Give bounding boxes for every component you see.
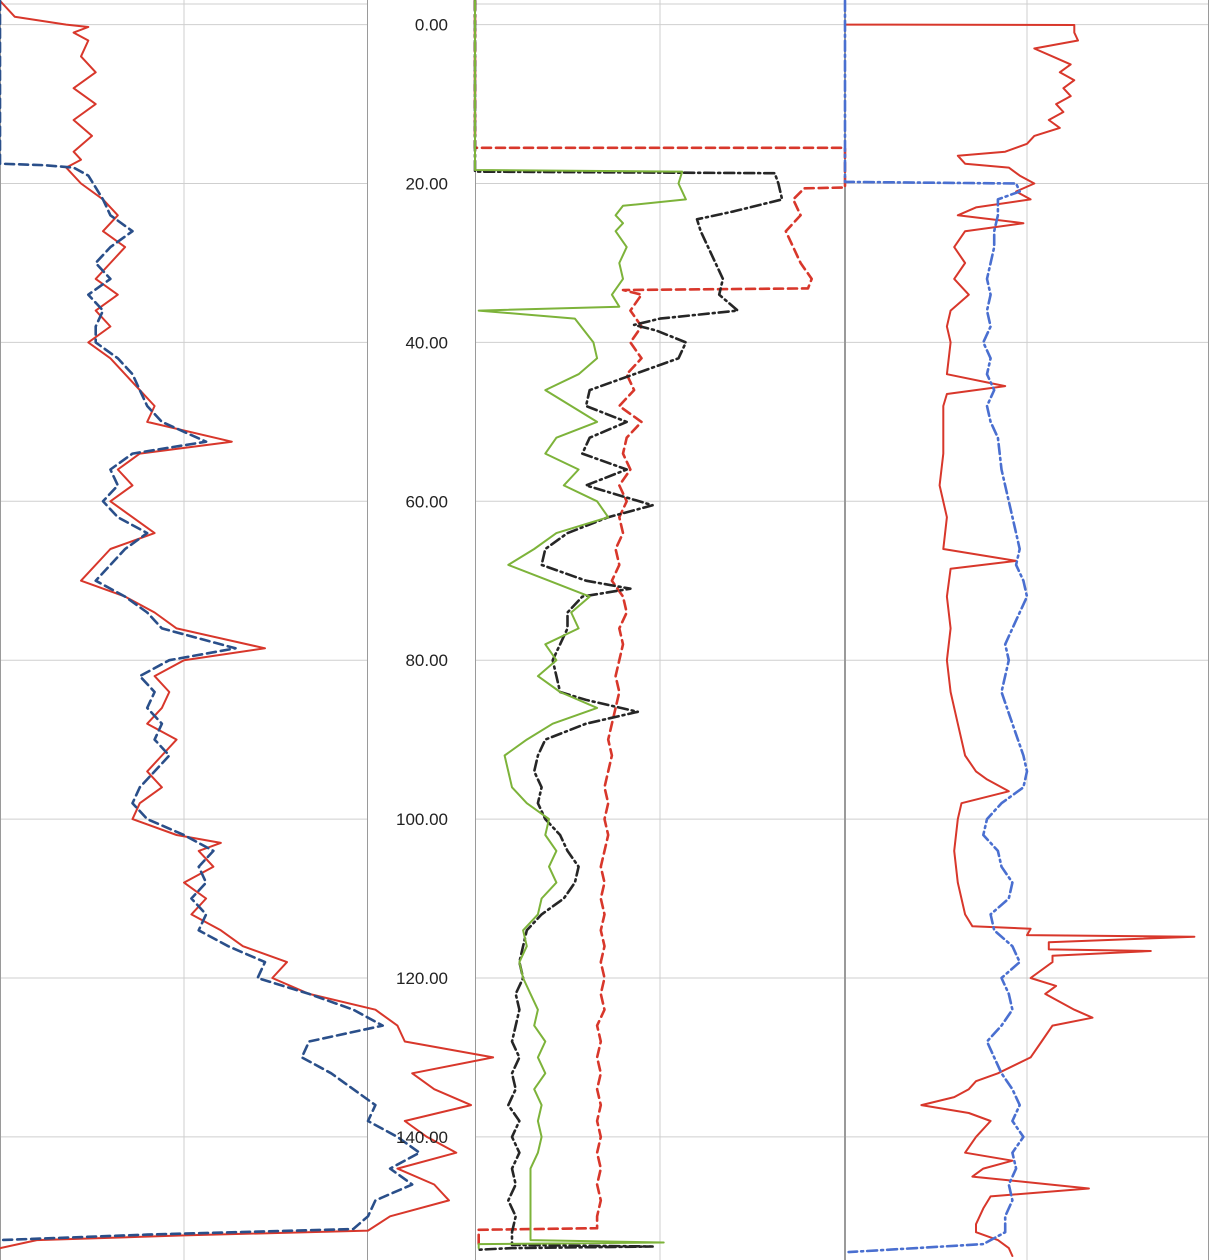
depth-tick-label: 40.00 [405,333,448,352]
depth-tick-label: 80.00 [405,651,448,670]
depth-tick-label: 120.00 [396,969,448,988]
middle-track-series-green-solid-line [474,0,687,1250]
depth-tick-label: 100.00 [396,810,448,829]
depth-axis: 0.00 20.00 40.00 60.00 80.00 100.00 120.… [396,16,448,1147]
left-track-series-blue-dashed-line [0,0,421,1242]
depth-tick-label: 140.00 [396,1128,448,1147]
right-track-series-red-solid-line [844,23,1196,1257]
middle-track-series-red-dashed-line [473,0,847,1250]
depth-tick-label: 20.00 [405,175,448,194]
middle-track-series-black-dash-dot-line [473,0,784,1251]
depth-tick-label: 60.00 [405,492,448,511]
right-track-series-blue_light-dash-dot-line [843,0,1029,1254]
depth-tick-label: 0.00 [415,16,448,35]
